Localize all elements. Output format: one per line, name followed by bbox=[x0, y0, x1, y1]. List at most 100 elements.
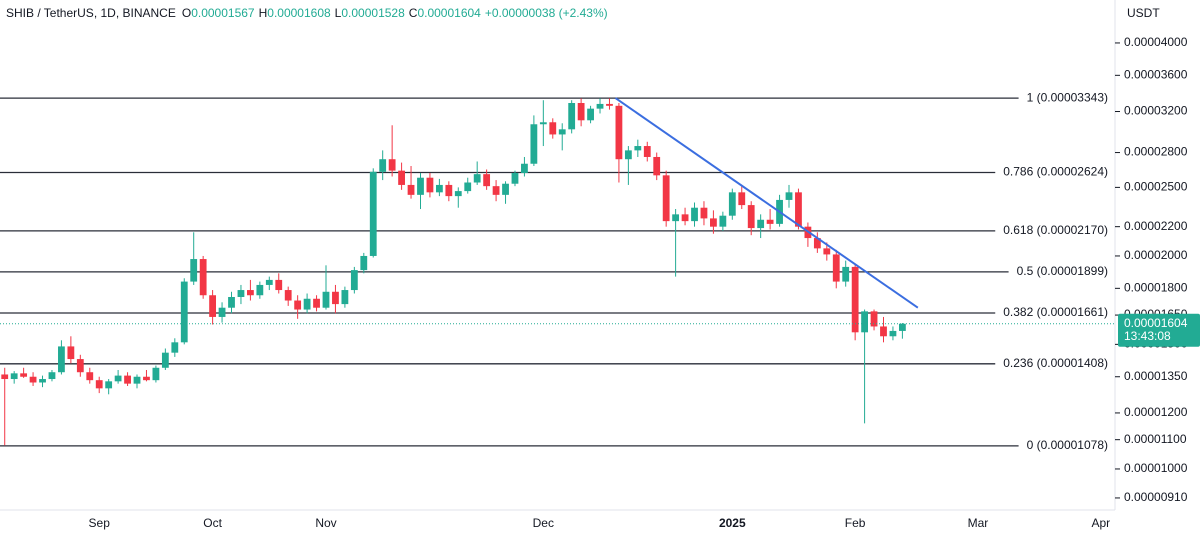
candle-body bbox=[76, 359, 84, 373]
fib-label: 0.618 (0.00002170) bbox=[1003, 223, 1108, 237]
y-tick-label: 0.00000910 bbox=[1124, 490, 1188, 504]
candle-body bbox=[417, 177, 424, 195]
candle-body bbox=[1, 374, 9, 380]
candle-body bbox=[29, 376, 37, 383]
candle-body bbox=[747, 205, 755, 229]
candle-body bbox=[691, 207, 698, 222]
candle-body bbox=[294, 300, 302, 310]
fib-label: 0.236 (0.00001408) bbox=[1003, 356, 1108, 370]
symbol: SHIB / TetherUS, 1D, BINANCE bbox=[6, 6, 176, 20]
y-tick-label: 0.00003600 bbox=[1124, 67, 1188, 81]
candle-body bbox=[171, 342, 179, 353]
candle-body bbox=[143, 376, 150, 381]
candle-body bbox=[303, 298, 311, 310]
x-tick-label: Feb bbox=[845, 516, 866, 530]
candle-body bbox=[502, 183, 509, 195]
candle-body bbox=[313, 298, 320, 308]
candle-body bbox=[757, 219, 765, 229]
candle-body bbox=[728, 192, 736, 216]
y-tick-label: 0.00003200 bbox=[1124, 104, 1188, 118]
candle-body bbox=[256, 284, 264, 296]
candle-body bbox=[388, 159, 396, 171]
candle-body bbox=[880, 326, 887, 337]
candle-body bbox=[898, 323, 906, 331]
candle-body bbox=[464, 182, 472, 192]
candle-body bbox=[426, 177, 434, 193]
fib-label: 0.786 (0.00002624) bbox=[1003, 165, 1108, 179]
candle-body bbox=[350, 270, 358, 291]
candle-body bbox=[360, 255, 368, 271]
candle-body bbox=[39, 379, 46, 383]
candle-body bbox=[870, 311, 878, 327]
candle-body bbox=[549, 122, 557, 135]
candle-body bbox=[275, 279, 283, 291]
y-tick-label: 0.00001200 bbox=[1124, 405, 1188, 419]
y-tick-label: 0.00001000 bbox=[1124, 461, 1188, 475]
x-tick-label: Dec bbox=[533, 516, 554, 530]
candle-body bbox=[851, 266, 859, 333]
candle-body bbox=[813, 238, 821, 249]
candle-body bbox=[332, 291, 339, 305]
candle-body bbox=[265, 279, 273, 285]
candle-body bbox=[842, 266, 850, 282]
candle-body bbox=[95, 380, 103, 389]
candle-body bbox=[247, 290, 254, 296]
candle-body bbox=[218, 307, 226, 317]
candle-body bbox=[643, 146, 651, 157]
y-tick-label: 0.00002000 bbox=[1124, 248, 1188, 262]
candle-body bbox=[58, 346, 65, 373]
candle-body bbox=[511, 172, 519, 184]
x-tick-label: Nov bbox=[315, 516, 336, 530]
candle-body bbox=[473, 174, 481, 183]
candle-body bbox=[435, 184, 443, 193]
fib-label: 0 (0.00001078) bbox=[1027, 438, 1108, 452]
y-tick-label: 0.00002800 bbox=[1124, 145, 1188, 159]
countdown: 13:43:08 bbox=[1124, 329, 1171, 343]
candle-body bbox=[710, 218, 717, 227]
candle-body bbox=[341, 290, 349, 305]
candle-body bbox=[766, 219, 774, 224]
candle-body bbox=[407, 184, 415, 195]
candle-body bbox=[606, 103, 613, 106]
ohlc-label: C bbox=[409, 6, 418, 20]
y-tick-label: 0.00001100 bbox=[1124, 432, 1187, 446]
candle-body bbox=[634, 146, 642, 151]
y-tick-label: 0.00004000 bbox=[1124, 35, 1188, 49]
candle-body bbox=[209, 295, 217, 317]
x-tick-label: Oct bbox=[203, 516, 222, 530]
candle-body bbox=[889, 330, 897, 337]
candle-body bbox=[199, 259, 207, 296]
candle-body bbox=[832, 254, 840, 282]
candle-body bbox=[662, 175, 670, 222]
last-price-badge bbox=[1118, 313, 1200, 347]
ohlc-value: 0.00001528 bbox=[341, 6, 405, 20]
fib-label: 1 (0.00003343) bbox=[1027, 90, 1108, 104]
ohlc-label: O bbox=[182, 6, 191, 20]
candle-body bbox=[615, 105, 623, 160]
x-tick-label: Sep bbox=[89, 516, 111, 530]
candle-body bbox=[653, 156, 661, 176]
candle-body bbox=[492, 186, 500, 195]
candle-body bbox=[521, 163, 528, 173]
change: +0.00000038 (+2.43%) bbox=[485, 6, 608, 20]
y-tick-label: 0.00001350 bbox=[1124, 369, 1188, 383]
candle-body bbox=[190, 259, 198, 282]
candle-body bbox=[738, 192, 746, 206]
candle-body bbox=[152, 367, 160, 381]
candle-body bbox=[445, 184, 453, 197]
candle-body bbox=[454, 191, 462, 197]
candle-body bbox=[48, 372, 56, 380]
candle-body bbox=[861, 311, 868, 333]
ohlc-value: 0.00001604 bbox=[417, 6, 481, 20]
fib-label: 0.5 (0.00001899) bbox=[1017, 264, 1108, 278]
x-tick-label: Apr bbox=[1091, 516, 1110, 530]
ohlc-value: 0.00001608 bbox=[267, 6, 331, 20]
candle-body bbox=[180, 281, 188, 343]
candle-body bbox=[228, 296, 235, 308]
candle-body bbox=[379, 159, 387, 172]
candle-body bbox=[86, 372, 94, 381]
header: SHIB / TetherUS, 1D, BINANCE O0.00001567 H… bbox=[6, 6, 608, 20]
fib-label: 0.382 (0.00001661) bbox=[1003, 305, 1108, 319]
candle-body bbox=[795, 192, 802, 227]
